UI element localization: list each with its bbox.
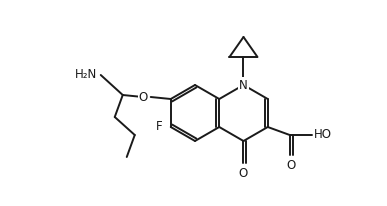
Text: N: N [239, 78, 248, 91]
Text: H₂N: H₂N [75, 69, 97, 82]
Text: O: O [239, 167, 248, 180]
Text: HO: HO [314, 129, 332, 142]
Text: O: O [139, 90, 148, 103]
Text: O: O [287, 159, 296, 172]
Text: F: F [156, 121, 163, 133]
